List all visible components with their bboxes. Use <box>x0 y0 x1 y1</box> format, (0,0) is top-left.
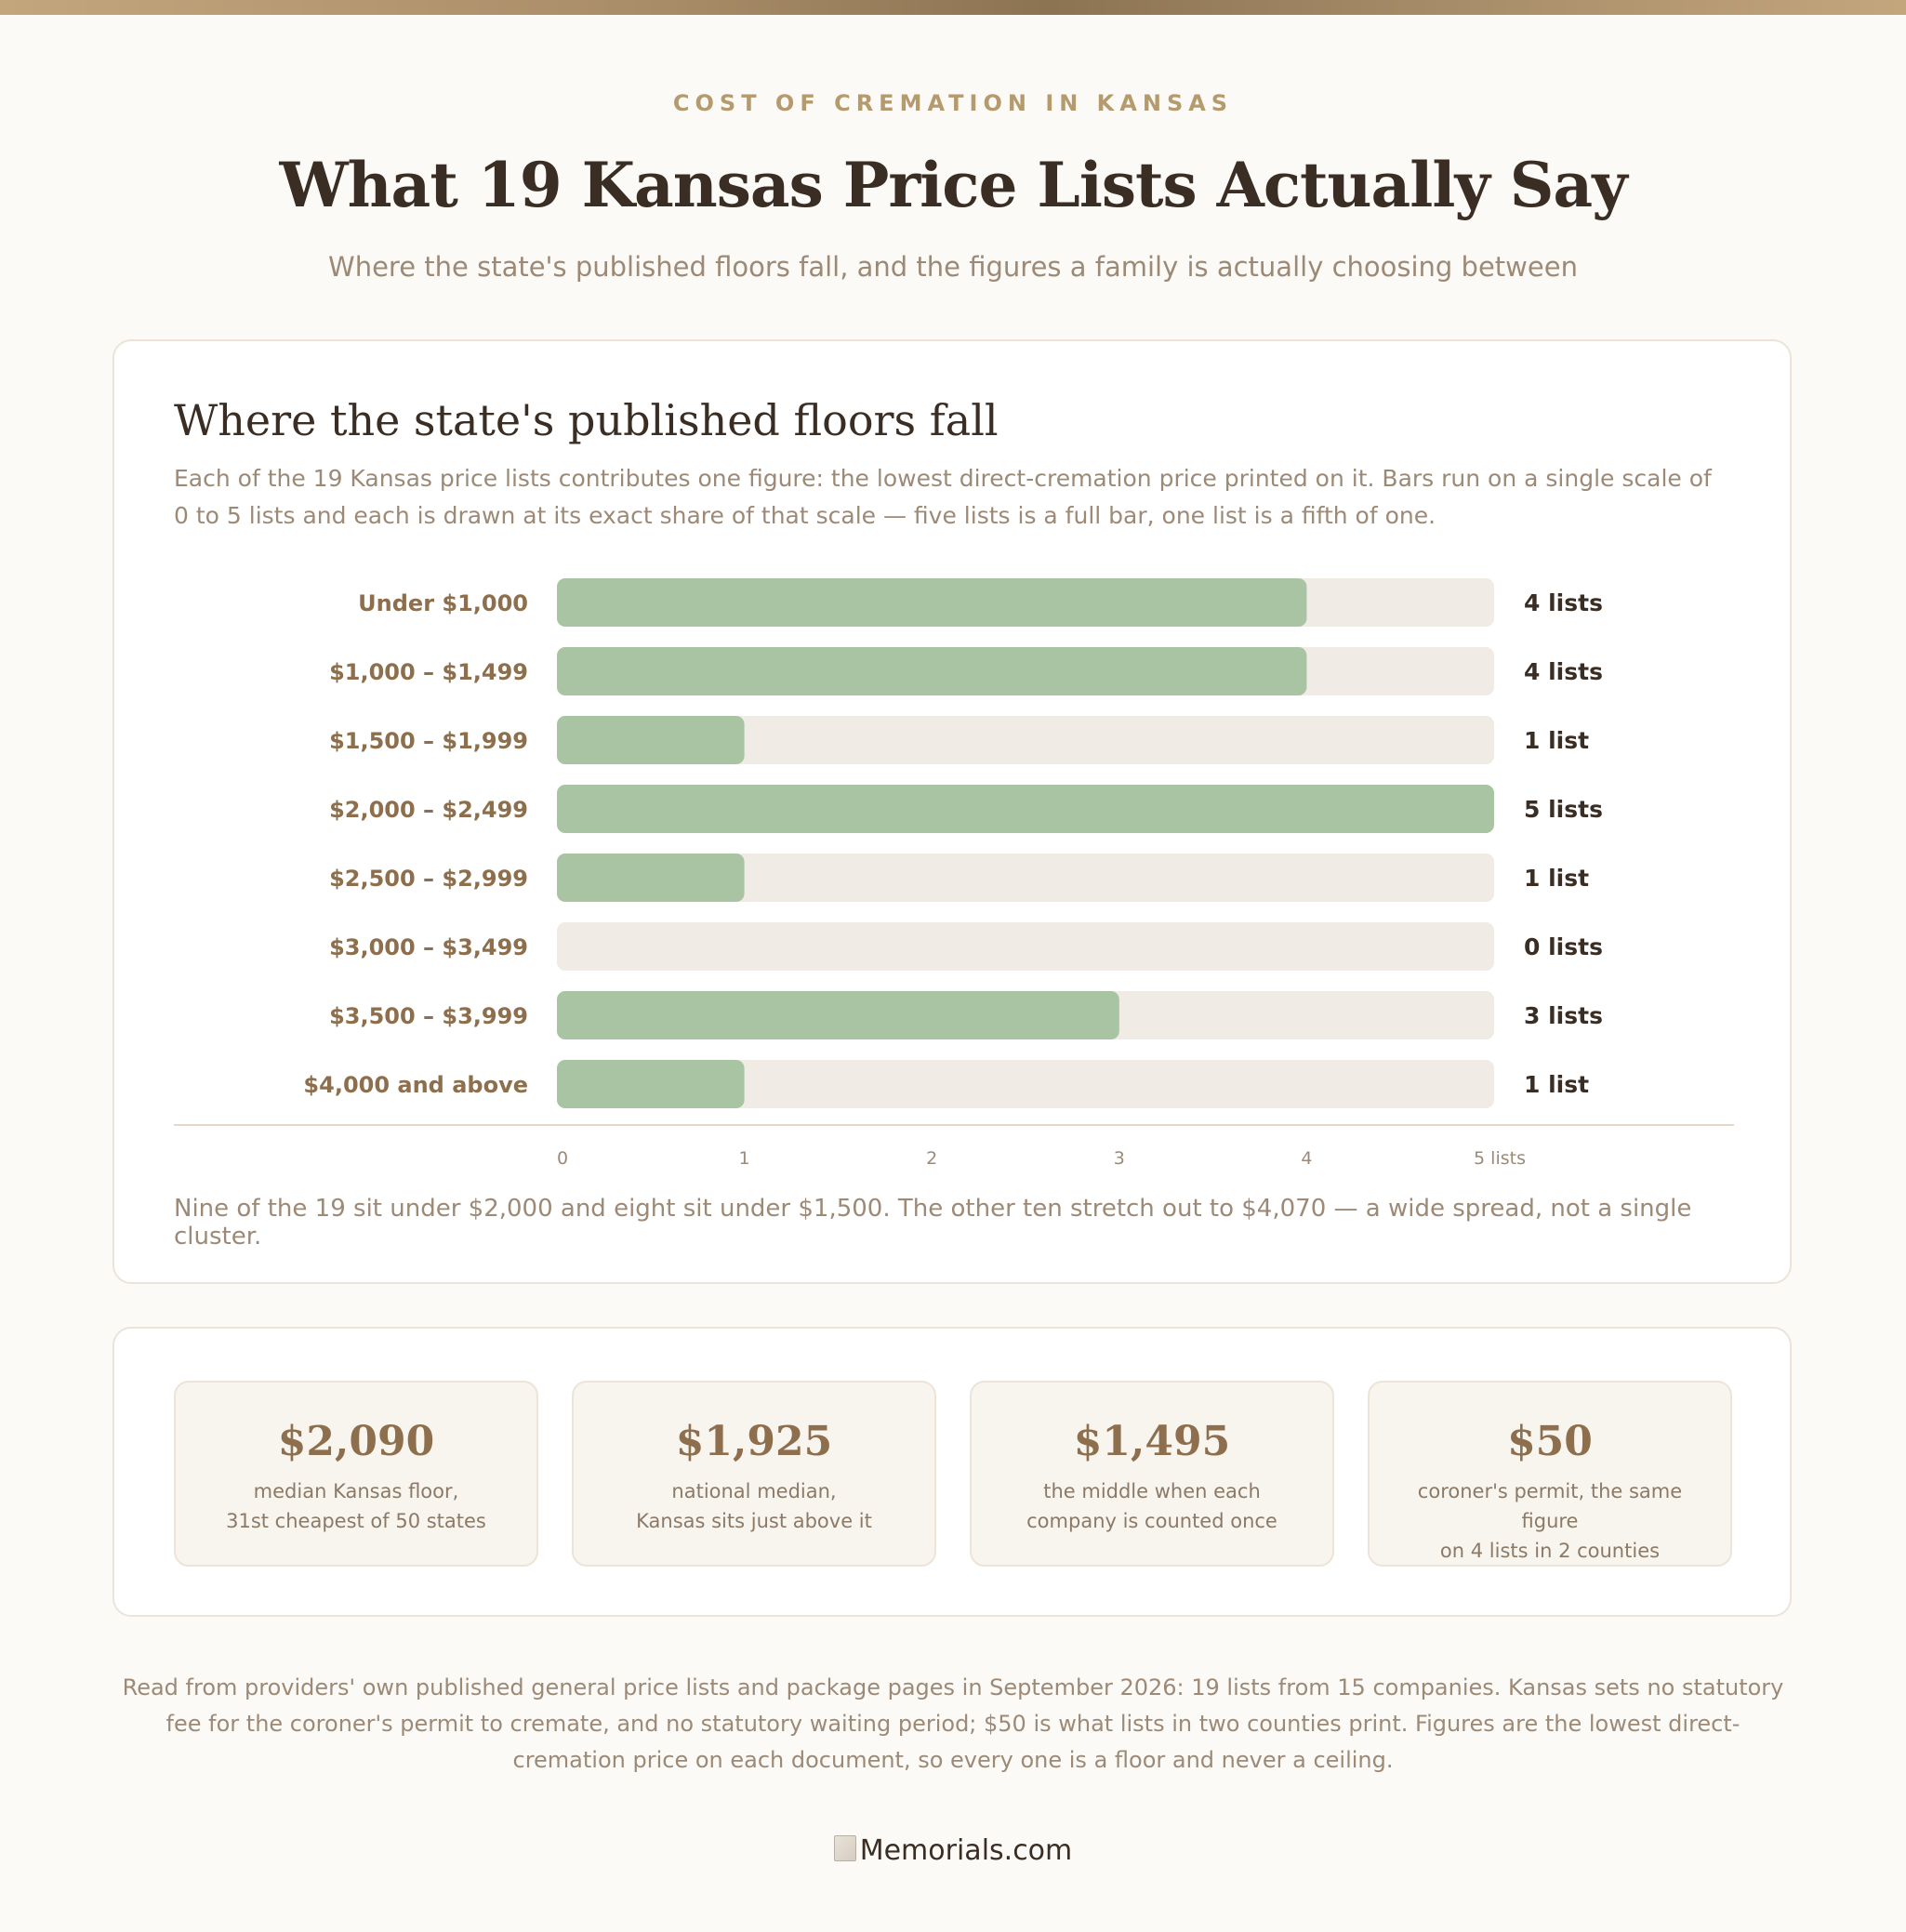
x-tick-label: 2 <box>926 1148 937 1169</box>
x-tick-label: 3 <box>1114 1148 1125 1169</box>
x-tick-label: 5 lists <box>1474 1148 1526 1169</box>
distribution-bar-chart: Under $1,000 4 lists $1,000 – $1,499 4 list… <box>174 578 1734 1169</box>
stat-value: $1,925 <box>675 1418 833 1465</box>
category-label: $2,500 – $2,999 <box>329 866 528 892</box>
bar-track <box>557 716 1494 764</box>
chart-card: Where the state's published floors fall … <box>113 339 1792 1284</box>
stat-label: national median, Kansas sits just above i… <box>636 1480 872 1532</box>
x-tick-label: 4 <box>1301 1148 1312 1169</box>
bar <box>557 991 1119 1039</box>
stat-value: $2,090 <box>277 1418 435 1465</box>
category-label: $3,000 – $3,499 <box>329 934 528 960</box>
chart-description: Each of the 19 Kansas price lists contri… <box>174 465 1712 529</box>
value-label: 0 lists <box>1524 933 1603 960</box>
value-label: 5 lists <box>1524 796 1603 823</box>
category-label: $1,000 – $1,499 <box>329 659 528 685</box>
value-label: 1 list <box>1524 727 1589 754</box>
category-label: $2,000 – $2,499 <box>329 797 528 823</box>
bar <box>557 1060 745 1108</box>
bar <box>557 578 1307 627</box>
broken-image-icon <box>833 1835 856 1861</box>
bar <box>557 716 745 764</box>
bar <box>557 854 745 902</box>
x-tick-label: 0 <box>557 1148 568 1169</box>
category-label: $4,000 and above <box>303 1072 528 1098</box>
value-label: 1 list <box>1524 1071 1589 1098</box>
page-title: What 19 Kansas Price Lists Actually Say <box>279 149 1627 221</box>
chart-title: Where the state's published floors fall <box>174 395 999 445</box>
bar-track <box>557 922 1494 971</box>
stat-company-middle: $1,495 the middle when each company is co… <box>970 1381 1334 1567</box>
x-tick-label: 1 <box>739 1148 750 1169</box>
bar <box>557 785 1494 833</box>
stat-value: $50 <box>1507 1418 1593 1465</box>
stat-national-median: $1,925 national median, Kansas sits just … <box>572 1381 936 1567</box>
bar-track <box>557 854 1494 902</box>
memorials-logo[interactable]: Memorials.com <box>0 1834 1906 1867</box>
top-accent-bar <box>0 0 1906 15</box>
page-kicker: COST OF CREMATION IN KANSAS <box>672 90 1234 116</box>
value-label: 3 lists <box>1524 1002 1603 1029</box>
footnote: Read from providers' own published gener… <box>122 1674 1784 1773</box>
category-label: $1,500 – $1,999 <box>329 728 528 754</box>
stat-median-kansas: $2,090 median Kansas floor, 31st cheapest… <box>174 1381 538 1567</box>
value-label: 4 lists <box>1524 589 1603 616</box>
category-label: $3,500 – $3,999 <box>329 1003 528 1029</box>
stat-label: the middle when each company is counted o… <box>1026 1480 1277 1532</box>
logo-alt-text: Memorials.com <box>859 1834 1073 1867</box>
bar <box>557 647 1307 695</box>
value-label: 4 lists <box>1524 658 1603 685</box>
stats-card: $2,090 median Kansas floor, 31st cheapest… <box>113 1327 1792 1617</box>
chart-note: Nine of the 19 sit under $2,000 and eigh… <box>174 1195 1692 1251</box>
value-label: 1 list <box>1524 865 1589 892</box>
stat-value: $1,495 <box>1073 1418 1231 1465</box>
stat-label: coroner's permit, the same figure on 4 li… <box>1417 1480 1683 1562</box>
bar-track <box>557 1060 1494 1108</box>
stat-coroner-permit: $50 coroner's permit, the same figure on … <box>1368 1381 1732 1567</box>
stat-label: median Kansas floor, 31st cheapest of 50 … <box>226 1480 486 1532</box>
category-label: Under $1,000 <box>358 590 528 616</box>
page-subtitle: Where the state's published floors fall,… <box>328 251 1578 283</box>
